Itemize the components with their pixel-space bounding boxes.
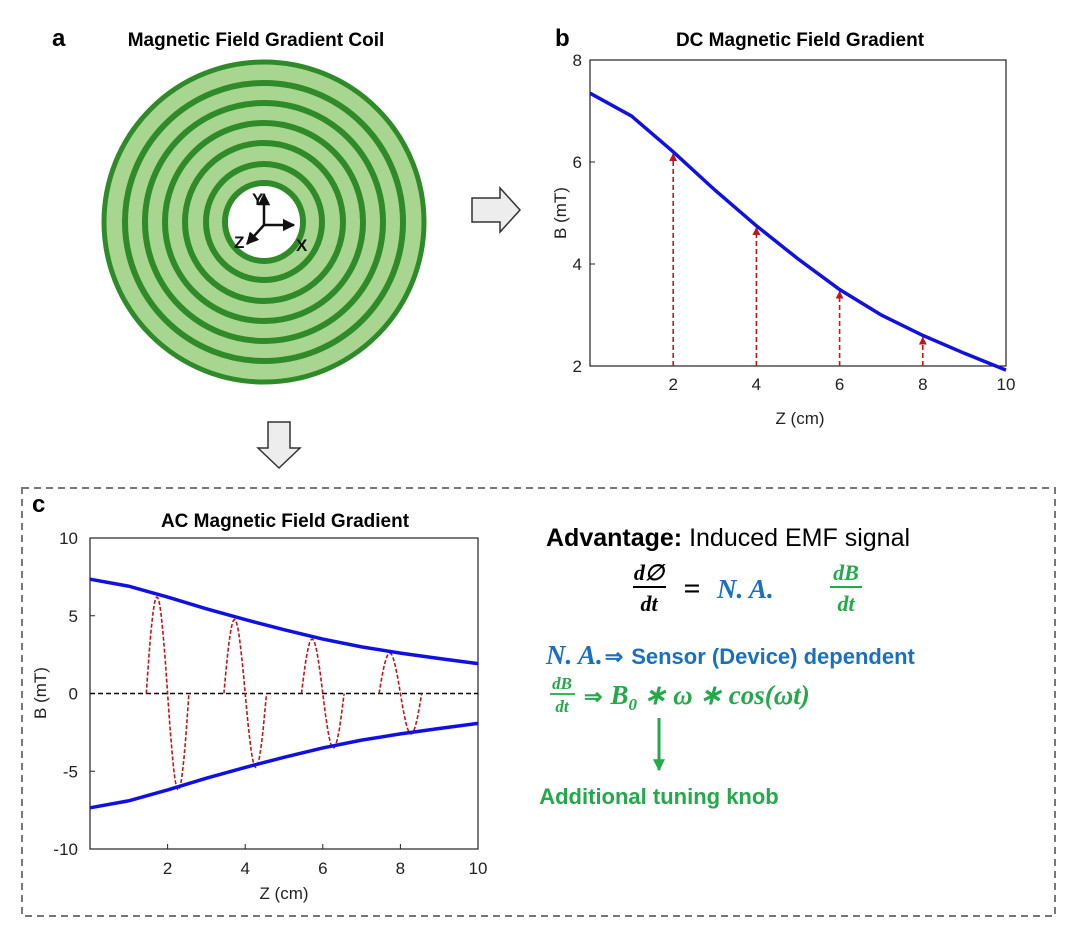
x-tick-label: 6 [318, 859, 327, 878]
y-tick-label: 5 [69, 607, 78, 626]
line3-denominator: dt [555, 697, 570, 716]
ac-oscillation [300, 638, 345, 749]
advantage-heading: Advantage: [546, 524, 682, 552]
y-tick-label: 10 [59, 529, 78, 548]
y-axis-letter: Y [252, 190, 264, 209]
chart-b-marks: 2 4 6 8 10 2 4 6 8 [573, 51, 1016, 394]
eq-lhs-numerator: d∅ [634, 560, 666, 585]
panel-b-letter: b [555, 25, 570, 52]
x-tick-label: 10 [469, 859, 488, 878]
panel-c-dashed-box [21, 487, 1056, 917]
z-axis-letter: Z [234, 233, 244, 252]
eq-equals: = [683, 572, 700, 605]
db-dt-line: dB dt ⇒ B0 ∗ ω ∗ cos(ωt) [550, 674, 810, 716]
eq-na: N. A. [716, 574, 774, 604]
coil-ring [222, 180, 306, 264]
line3-numerator: dB [552, 674, 572, 693]
panel-a: a Magnetic Field Gradient Coil Y Z X [52, 25, 427, 385]
line3-sub: 0 [628, 695, 637, 714]
envelope-curve [89, 577, 479, 666]
coil-ring [101, 59, 427, 385]
eq-rhs-numerator: dB [833, 560, 859, 585]
x-axis-letter: X [296, 236, 308, 255]
na-dependence-line: N. A.⇒ Sensor (Device) dependent [545, 640, 916, 670]
coil-ring [142, 100, 386, 344]
ac-oscillation [223, 618, 268, 769]
x-tick-label: 8 [918, 375, 927, 394]
ac-oscillation [145, 596, 190, 791]
line2-na: N. A. [545, 640, 603, 670]
panel-a-title: Magnetic Field Gradient Coil [128, 30, 385, 51]
chart-b-frame [589, 59, 1007, 367]
line3-expression: ⇒ B0 ∗ ω ∗ cos(ωt) [584, 680, 810, 714]
line3-arrow: ⇒ [584, 684, 602, 709]
x-tick-label: 8 [396, 859, 405, 878]
chart-b-title: DC Magnetic Field Gradient [676, 30, 925, 51]
line2-arrow: ⇒ [605, 644, 623, 669]
y-tick-label: -5 [63, 762, 78, 781]
eq-lhs-denominator: dt [640, 591, 658, 616]
field-curve [589, 91, 1007, 372]
x-tick-label: 6 [835, 375, 844, 394]
coil-ring [203, 161, 325, 283]
panel-c: c AC Magnetic Field Gradient 2 4 6 8 10 10 5 0 -… [21, 487, 1056, 917]
x-tick-label: 10 [997, 375, 1016, 394]
envelope-curve [89, 721, 479, 810]
coil-axes [246, 192, 296, 245]
emf-equation: d∅ dt = N. A. dB dt [633, 560, 862, 616]
line3-b: B [609, 680, 628, 710]
panel-b: b DC Magnetic Field Gradient 2 4 6 8 102468 … [551, 25, 1015, 428]
flow-arrow-down [256, 421, 302, 470]
chart-b-ylabel: B (mT) [551, 187, 570, 239]
chart-c-marks: 2 4 6 8 10 10 5 0 -5 -10 [53, 529, 487, 878]
x-tick-label: 4 [752, 375, 761, 394]
line2-text: Sensor (Device) dependent [631, 644, 915, 669]
line3-rest: ∗ ω ∗ cos(ωt) [637, 680, 810, 710]
flow-arrow-right [471, 186, 522, 234]
panel-a-letter: a [52, 25, 66, 52]
chart-c-title: AC Magnetic Field Gradient [161, 511, 410, 532]
chart-b-xlabel: Z (cm) [775, 409, 824, 428]
coil-ring [162, 120, 366, 324]
y-tick-label: 0 [69, 685, 78, 704]
y-tick-label: 2 [573, 357, 582, 376]
y-tick-label: -10 [53, 840, 78, 859]
ac-oscillation [378, 652, 423, 735]
x-tick-label: 2 [668, 375, 677, 394]
chart-c-ylabel: B (mT) [31, 667, 50, 719]
coil-ring [122, 80, 406, 364]
chart-c-xlabel: Z (cm) [259, 884, 308, 903]
x-tick-label: 2 [163, 859, 172, 878]
advantage-line: Advantage: Induced EMF signal [546, 524, 910, 552]
y-tick-label: 4 [573, 255, 582, 274]
advantage-block: Advantage: Induced EMF signal d∅ dt = N.… [539, 524, 915, 809]
coil-ring [182, 140, 346, 304]
y-tick-label: 8 [573, 51, 582, 70]
advantage-text: Induced EMF signal [682, 524, 910, 552]
eq-rhs-denominator: dt [837, 591, 855, 616]
tuning-knob-text: Additional tuning knob [539, 784, 779, 809]
x-tick-label: 4 [240, 859, 249, 878]
z-axis-arrow [246, 224, 265, 245]
y-tick-label: 6 [573, 153, 582, 172]
panel-c-letter: c [32, 491, 45, 518]
